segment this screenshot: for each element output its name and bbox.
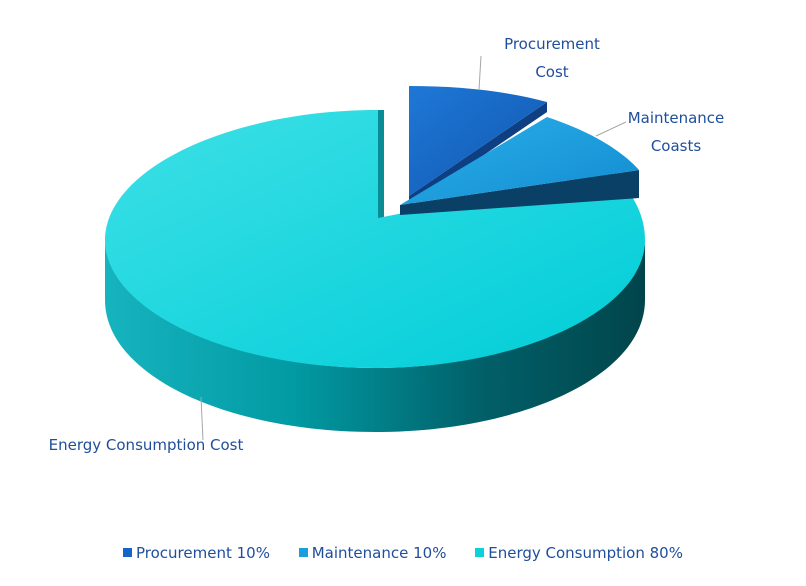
slice-maintenance-side (400, 170, 639, 215)
leader-line-procurement (478, 55, 482, 91)
label-energy: Energy Consumption Cost (49, 436, 244, 454)
leader-line-maintenance (595, 121, 627, 137)
slice-energy-side (105, 240, 645, 432)
label-procurement-line2: Cost (535, 63, 568, 81)
slice-maintenance-top (400, 117, 639, 205)
chart-legend: Procurement 10% Maintenance 10% Energy C… (0, 543, 806, 562)
slice-energy-cut-face (378, 110, 384, 220)
legend-item-procurement[interactable]: Procurement 10% (123, 544, 270, 562)
legend-swatch-procurement (123, 548, 132, 557)
slice-energy-top (105, 110, 645, 368)
label-maintenance-line2: Coasts (651, 137, 702, 155)
label-maintenance-line1: Maintenance (628, 109, 725, 127)
legend-swatch-maintenance (298, 548, 308, 557)
legend-item-maintenance[interactable]: Maintenance 10% (298, 543, 447, 562)
legend-swatch-energy (475, 548, 485, 557)
legend-item-energy[interactable]: Energy Consumption 80% (475, 544, 683, 562)
legend-label-energy: Energy Consumption 80% (488, 543, 683, 562)
slice-energy-consumption[interactable] (105, 110, 645, 432)
slice-maintenance[interactable] (400, 117, 639, 215)
legend-label-procurement: Procurement 10% (136, 543, 270, 562)
label-procurement-line1: Procurement (504, 35, 600, 53)
leader-line-energy (200, 396, 204, 441)
legend-label-maintenance: Maintenance 10% (311, 543, 447, 562)
slice-procurement-top (409, 86, 547, 196)
